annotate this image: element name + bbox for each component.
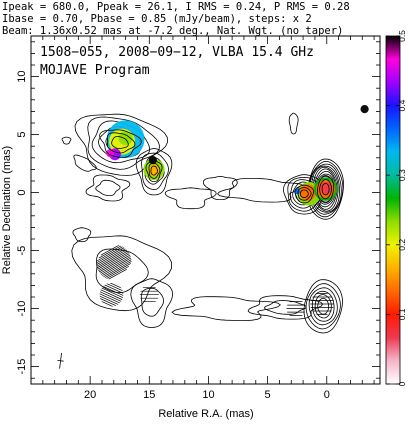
- inner-contour-contour: [111, 136, 129, 149]
- jet-mid-upper-contour: [217, 178, 307, 203]
- contour-map: [57, 105, 369, 369]
- inner-contour-contour: [148, 163, 161, 179]
- inner-contour-contour: [317, 175, 335, 204]
- x-tick-label: 20: [84, 389, 96, 401]
- colorbar: [385, 35, 401, 385]
- polarization-fill: [360, 105, 369, 114]
- pol-hatch-lobe: [96, 244, 132, 280]
- y-tick-label: 0: [16, 190, 28, 196]
- lobe-lower-contour: [71, 235, 173, 312]
- island4-upper-contour: [61, 136, 72, 145]
- island2-upper-contour: [72, 227, 92, 243]
- y-tick-label: 10: [16, 70, 28, 82]
- colorbar-tick-label: 0.4: [397, 99, 407, 111]
- inner-jet-upper-contour: [283, 174, 326, 215]
- core-lower-contour: [317, 297, 330, 315]
- knot-upper-contour: [141, 152, 169, 191]
- x-tick-label: 5: [265, 389, 271, 401]
- core-lower-contour: [308, 287, 338, 326]
- colorbar-tick-label: 0: [397, 381, 407, 386]
- jet-mid-lower-contour: [247, 295, 324, 320]
- core-lower-contour: [311, 290, 335, 322]
- polarization-fill: [118, 131, 133, 146]
- colorbar-ticks: 0 0.1 0.2 0.3 0.4 0.5: [386, 30, 407, 386]
- inner-contour-contour: [150, 165, 158, 176]
- colorbar-tick-label: 0.3: [397, 169, 407, 181]
- colorbar-tick-label: 0.2: [397, 239, 407, 251]
- header-line-3: Beam: 1.36x0.52 mas at -7.2 deg., Nat. W…: [2, 25, 343, 37]
- x-tick-label: 10: [202, 389, 214, 401]
- core-lower-contour: [303, 279, 343, 334]
- panel-title: 1508−055, 2008−09−12, VLBA 15.4 GHz: [40, 45, 314, 60]
- y-tick-label: -5: [16, 246, 28, 256]
- island3-upper-contour: [288, 112, 299, 135]
- beam-cross: [57, 352, 64, 369]
- colorbar-tick-label: 0.1: [397, 308, 407, 320]
- knot-lower-contour: [130, 278, 174, 328]
- y-tick-label: -15: [16, 359, 28, 375]
- inner-contour-contour: [145, 160, 163, 182]
- inner-contour-contour: [294, 184, 315, 204]
- x-tick-label: 0: [324, 389, 330, 401]
- core-lower-contour: [305, 283, 341, 330]
- inner-contour-contour: [106, 132, 136, 154]
- x-axis-label: Relative R.A. (mas): [158, 408, 253, 420]
- lobe-ext-upper-contour: [85, 174, 131, 202]
- axis-ticks: 20 15 10 5 0 10 5 0 -5 -10 -15: [16, 36, 380, 401]
- header-line-2: Ibase = 0.70, Pbase = 0.85 (mJy/beam), s…: [2, 13, 312, 25]
- pol-hatch-core: [310, 293, 334, 315]
- jet-ext-upper-contour: [164, 187, 217, 210]
- pol-hatch-knot: [139, 287, 159, 303]
- pol-hatch-lobe2: [99, 282, 124, 307]
- lobe-upper-contour: [87, 116, 161, 170]
- inner-contour-contour: [300, 189, 309, 198]
- x-tick-label: 15: [143, 389, 155, 401]
- y-tick-label: -10: [16, 301, 28, 317]
- inner-contour-contour: [99, 129, 142, 158]
- jet-lower-contour: [171, 296, 281, 322]
- knot-upper-contour: [135, 148, 173, 196]
- y-axis-label: Relative Declination (mas): [1, 146, 13, 274]
- island-upper-contour: [73, 154, 97, 172]
- lobe-upper-contour: [74, 113, 169, 176]
- jet-ext2-upper-contour: [202, 175, 238, 201]
- pol-hatch-jet: [286, 301, 306, 316]
- header-line-1: Ipeak = 680.0, Ppeak = 26.1, I RMS = 0.2…: [2, 1, 350, 13]
- lobe-ext-upper-contour: [95, 179, 121, 196]
- knot-lower-contour: [140, 287, 164, 317]
- core-lower-contour: [314, 294, 332, 319]
- panel-subtitle: MOJAVE Program: [40, 63, 150, 78]
- inner-contour-contour: [319, 179, 332, 200]
- inner-contour-contour: [297, 187, 312, 201]
- inner-contour-contour: [321, 182, 330, 196]
- plot-frame: [30, 35, 381, 385]
- colorbar-tick-label: 0.5: [397, 30, 407, 42]
- y-tick-label: 5: [16, 132, 28, 138]
- polarization-fill: [148, 156, 157, 165]
